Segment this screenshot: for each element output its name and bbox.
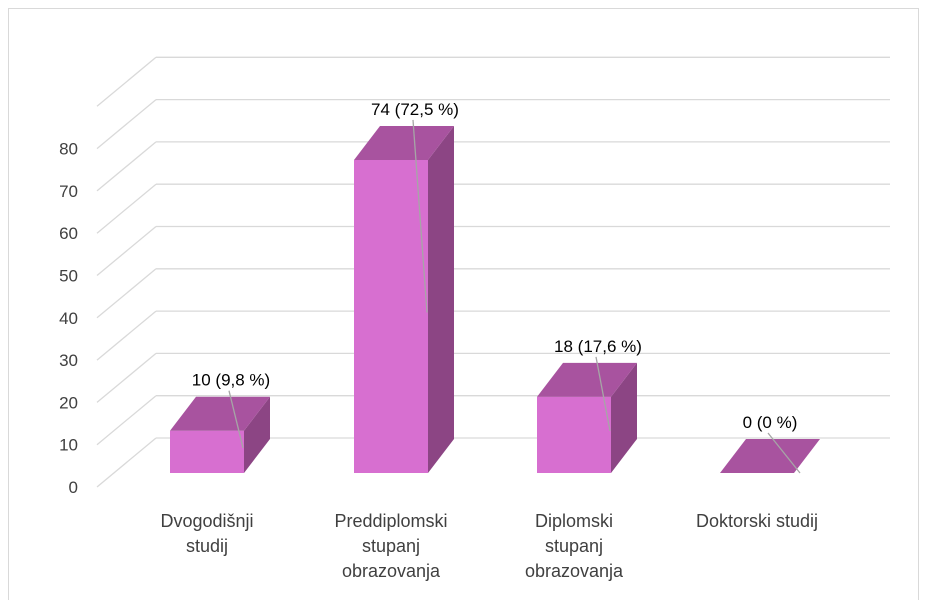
y-tick-label: 30: [59, 351, 78, 370]
gridline-side: [96, 183, 157, 234]
x-axis-categories: Dvogodišnji studij Preddiplomski stupanj obr…: [160, 511, 818, 581]
y-tick-label: 60: [59, 224, 78, 243]
x-category-line: studij: [186, 536, 228, 556]
bar-front: [170, 430, 244, 473]
bar: [170, 396, 270, 473]
gridline-side: [96, 395, 157, 446]
leader-line: [595, 356, 611, 432]
data-label: 0 (0 %): [743, 413, 798, 432]
y-tick-label: 40: [59, 309, 78, 328]
bar: [354, 125, 454, 474]
bar-top: [537, 362, 637, 397]
bar-side: [244, 396, 270, 473]
x-category-line: Preddiplomski: [334, 511, 447, 531]
y-tick-label: 80: [59, 140, 78, 159]
y-axis-ticks: 0 10 20 30 40 50 60 70 80: [59, 140, 78, 497]
x-category-line: obrazovanja: [525, 561, 624, 581]
leader-line: [412, 119, 428, 313]
bar-side: [428, 125, 454, 473]
bar: [537, 362, 637, 473]
gridline-side: [96, 56, 157, 107]
gridline-side: [96, 352, 157, 403]
data-label: 10 (9,8 %): [192, 371, 270, 390]
bar-front: [354, 159, 428, 474]
bar-side: [611, 362, 637, 473]
gridline-side: [96, 437, 157, 488]
x-category-line: stupanj: [362, 536, 420, 556]
x-category-label: Preddiplomski stupanj obrazovanja: [334, 511, 447, 581]
leader-line: [228, 390, 244, 449]
gridline-side: [96, 310, 157, 361]
data-label: 18 (17,6 %): [554, 337, 642, 356]
chart-frame: [8, 8, 919, 600]
bar-top: [170, 396, 270, 431]
y-tick-label: 10: [59, 436, 78, 455]
gridline-side: [96, 268, 157, 319]
y-tick-label: 0: [69, 478, 78, 497]
x-category-line: Dvogodišnji: [160, 511, 253, 531]
gridline-side: [96, 141, 157, 192]
bars: [170, 125, 820, 474]
gridlines: [96, 56, 890, 488]
y-tick-label: 50: [59, 267, 78, 286]
x-category-label: Dvogodišnji studij: [160, 511, 253, 556]
data-labels: 10 (9,8 %) 74 (72,5 %) 18 (17,6 %) 0 (0 %): [192, 100, 801, 474]
data-label: 74 (72,5 %): [371, 100, 459, 119]
bar-front: [537, 396, 611, 473]
x-category-line: Diplomski: [535, 511, 613, 531]
x-category-label: Diplomski stupanj obrazovanja: [525, 511, 624, 581]
x-category-line: Doktorski studij: [696, 511, 818, 531]
bar: [720, 439, 820, 473]
gridline-side: [96, 225, 157, 277]
x-category-label: Doktorski studij: [696, 511, 818, 531]
leader-line: [767, 432, 801, 474]
y-tick-label: 70: [59, 182, 78, 201]
bar-top: [720, 439, 820, 473]
x-category-line: obrazovanja: [342, 561, 441, 581]
x-category-line: stupanj: [545, 536, 603, 556]
gridline-side: [96, 99, 157, 150]
y-tick-label: 20: [59, 393, 78, 412]
bar-top: [354, 125, 454, 160]
